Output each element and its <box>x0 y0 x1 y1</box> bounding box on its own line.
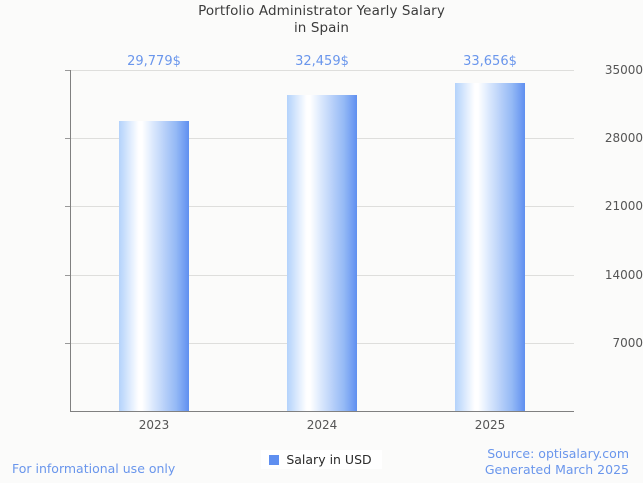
legend-swatch-icon <box>269 454 280 465</box>
x-axis-tick-label-2024: 2024 <box>306 418 338 432</box>
gridline <box>70 70 574 71</box>
y-axis-tick-mark <box>65 138 70 139</box>
bar-2023[interactable] <box>119 121 189 411</box>
x-axis-tick-label-2023: 2023 <box>138 418 170 432</box>
y-axis-tick-mark <box>65 70 70 71</box>
source-attribution: Source: optisalary.com Generated March 2… <box>485 446 629 478</box>
y-axis-tick-label: 28000 <box>604 131 643 145</box>
bar-value-label-2025: 33,656$ <box>463 54 517 69</box>
source-text: Source: optisalary.com <box>487 446 629 461</box>
x-axis-line <box>70 411 574 412</box>
bar-value-label-2024: 32,459$ <box>295 54 349 69</box>
legend-item-salary-in-usd[interactable]: Salary in USD <box>261 450 382 469</box>
y-axis-tick-mark <box>65 206 70 207</box>
y-axis-tick-label: 7000 <box>612 336 643 350</box>
y-axis-tick-label: 21000 <box>604 199 643 213</box>
y-axis-tick-label: 35000 <box>604 63 643 77</box>
y-axis-tick-mark <box>65 343 70 344</box>
bar-value-label-2023: 29,779$ <box>127 54 181 69</box>
y-axis-tick-label: 14000 <box>604 268 643 282</box>
y-axis-tick-mark <box>65 275 70 276</box>
chart-title-line-2: in Spain <box>293 20 350 36</box>
chart-legend: Salary in USD <box>0 450 643 469</box>
chart-title: Portfolio Administrator Yearly Salary in… <box>0 3 643 37</box>
bar-2024[interactable] <box>287 95 357 411</box>
y-axis-line <box>70 70 71 412</box>
chart-title-line-1: Portfolio Administrator Yearly Salary <box>198 3 445 19</box>
bar-2025[interactable] <box>455 83 525 411</box>
disclaimer-text: For informational use only <box>12 461 176 476</box>
x-axis-tick-label-2025: 2025 <box>474 418 506 432</box>
generated-date-text: Generated March 2025 <box>484 462 629 477</box>
legend-item-label: Salary in USD <box>286 452 372 467</box>
